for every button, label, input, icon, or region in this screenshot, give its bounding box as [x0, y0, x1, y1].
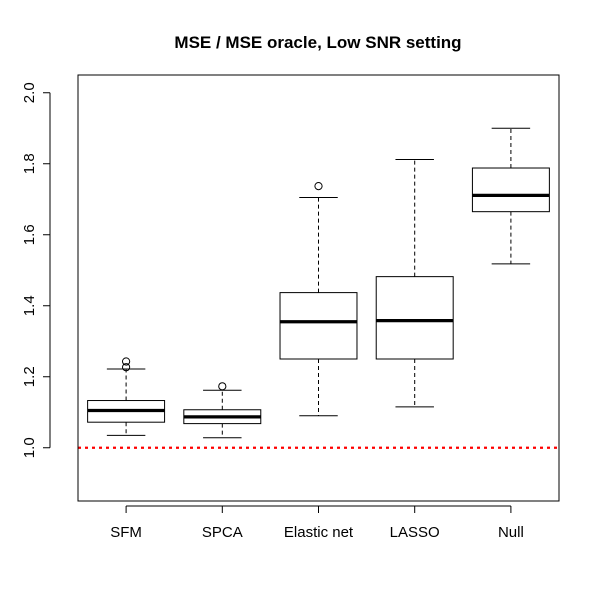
- outlier-point: [218, 382, 227, 391]
- box-iqr: [279, 292, 358, 360]
- y-tick-label: 1.6: [21, 224, 38, 245]
- y-tick-label: 1.8: [21, 153, 38, 174]
- x-tick-label: Elastic net: [284, 524, 354, 541]
- box-iqr: [471, 167, 550, 213]
- y-tick-label: 2.0: [21, 82, 38, 103]
- chart-title: MSE / MSE oracle, Low SNR setting: [174, 33, 461, 52]
- y-tick-label: 1.2: [21, 366, 38, 387]
- y-tick-label: 1.4: [21, 295, 38, 316]
- box-iqr: [375, 276, 454, 360]
- x-tick-label: SFM: [110, 524, 142, 541]
- y-tick-label: 1.0: [21, 437, 38, 458]
- plot-frame: [77, 74, 560, 502]
- outlier-point: [314, 182, 323, 191]
- x-tick-label: LASSO: [390, 524, 440, 541]
- outlier-point: [122, 363, 131, 372]
- x-tick-label: Null: [498, 524, 524, 541]
- outlier-point: [122, 357, 131, 366]
- x-tick-label: SPCA: [202, 524, 243, 541]
- plot-area: 1.0 1.2 1.4 1.6 1.8 2.0 SFM SPCA Elastic net LASS…: [21, 74, 560, 541]
